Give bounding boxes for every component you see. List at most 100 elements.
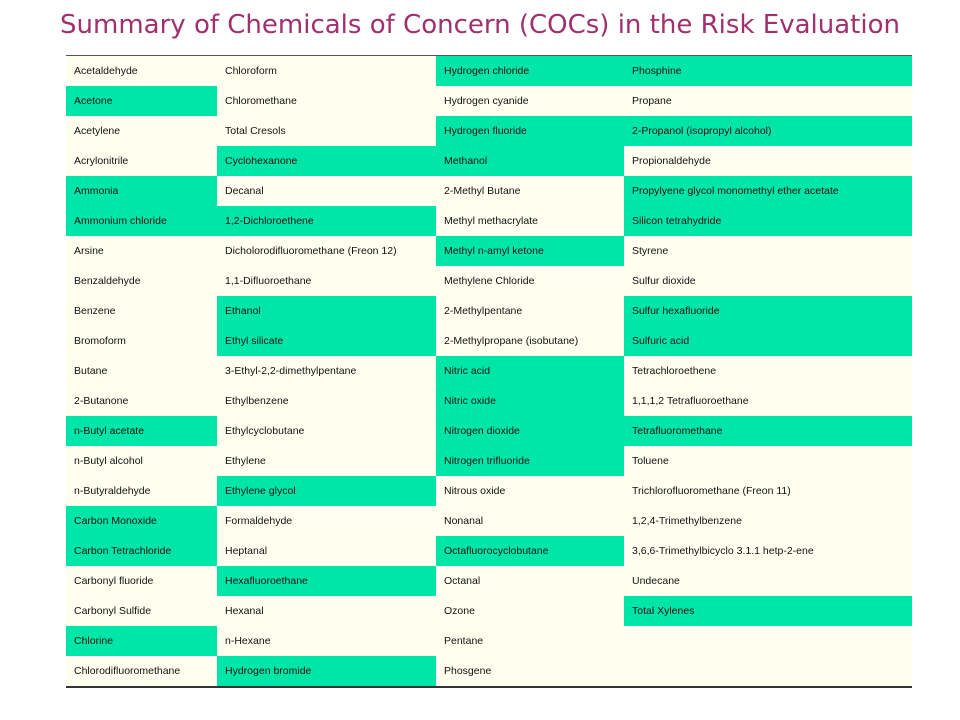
chemical-cell: Chloromethane [217, 86, 436, 116]
chemical-cell: Chloroform [217, 55, 436, 86]
chemical-cell: 2-Methylpentane [436, 296, 624, 326]
chemical-cell: Nonanal [436, 506, 624, 536]
table-row: Benzaldehyde 1,1-Difluoroethane Methylene … [66, 266, 912, 296]
chemical-cell: Decanal [217, 176, 436, 206]
chemical-cell: Hexanal [217, 596, 436, 626]
chemical-cell: Octanal [436, 566, 624, 596]
chemical-cell: Ethyl silicate [217, 326, 436, 356]
table-row: Arsine Dicholorodifluoromethane (Freon 12… [66, 236, 912, 266]
chemical-cell: Ethylene glycol [217, 476, 436, 506]
table-row: Benzene Ethanol 2-Methylpentane Sulfur hexa… [66, 296, 912, 326]
chemical-cell: Silicon tetrahydride [624, 206, 912, 236]
chemical-cell: Phosphine [624, 55, 912, 86]
chemical-cell: Hydrogen fluoride [436, 116, 624, 146]
table-row: Bromoform Ethyl silicate 2-Methylpropane (… [66, 326, 912, 356]
chemical-cell: Cyclohexanone [217, 146, 436, 176]
chemical-cell: Sulfuric acid [624, 326, 912, 356]
chemical-cell: Methanol [436, 146, 624, 176]
chemical-cell: Hydrogen bromide [217, 656, 436, 687]
chemical-cell: 2-Methyl Butane [436, 176, 624, 206]
chemical-cell: Formaldehyde [217, 506, 436, 536]
table-row: Carbonyl fluoride Hexafluoroethane Octanal… [66, 566, 912, 596]
chemical-cell: Methyl n-amyl ketone [436, 236, 624, 266]
table-row: Ammonium chloride 1,2-Dichloroethene Methy… [66, 206, 912, 236]
chemical-cell: Undecane [624, 566, 912, 596]
chemical-cell: Pentane [436, 626, 624, 656]
chemical-cell [624, 626, 912, 656]
chemical-cell: 3-Ethyl-2,2-dimethylpentane [217, 356, 436, 386]
chemical-cell: Carbonyl Sulfide [66, 596, 217, 626]
chemical-cell: Arsine [66, 236, 217, 266]
chemical-cell: Tetrachloroethene [624, 356, 912, 386]
chemical-cell: Propane [624, 86, 912, 116]
chemical-cell: Nitrogen trifluoride [436, 446, 624, 476]
chemical-cell: 2-Butanone [66, 386, 217, 416]
chemical-cell: Butane [66, 356, 217, 386]
chemical-cell: Bromoform [66, 326, 217, 356]
table-row: Acetylene Total Cresols Hydrogen fluoride 2… [66, 116, 912, 146]
chemical-cell: n-Butyraldehyde [66, 476, 217, 506]
table-row: Acetone Chloromethane Hydrogen cyanide Prop… [66, 86, 912, 116]
chemical-cell: 1,1-Difluoroethane [217, 266, 436, 296]
chemical-cell: Chlorine [66, 626, 217, 656]
table-row: Carbonyl Sulfide Hexanal Ozone Total Xylene… [66, 596, 912, 626]
chemical-cell: Hydrogen cyanide [436, 86, 624, 116]
chemical-cell: Tetrafluoromethane [624, 416, 912, 446]
table-row: Butane 3-Ethyl-2,2-dimethylpentane Nitric … [66, 356, 912, 386]
chemicals-table: Acetaldehyde Chloroform Hydrogen chloride P… [66, 55, 912, 688]
chemical-cell: Total Xylenes [624, 596, 912, 626]
chemical-cell: Ethanol [217, 296, 436, 326]
chemical-cell: Nitrous oxide [436, 476, 624, 506]
table-row: Carbon Tetrachloride Heptanal Octafluorocy… [66, 536, 912, 566]
chemical-cell: Propionaldehyde [624, 146, 912, 176]
chemical-cell: Carbonyl fluoride [66, 566, 217, 596]
chemical-cell: Propylyene glycol monomethyl ether aceta… [624, 176, 912, 206]
chemical-cell: n-Butyl alcohol [66, 446, 217, 476]
chemical-cell: Benzene [66, 296, 217, 326]
chemical-cell: Chlorodifluoromethane [66, 656, 217, 687]
chemical-cell: Carbon Monoxide [66, 506, 217, 536]
chemical-cell: Sulfur hexafluoride [624, 296, 912, 326]
chemical-cell [624, 656, 912, 687]
chemical-cell: Benzaldehyde [66, 266, 217, 296]
chemical-cell: Dicholorodifluoromethane (Freon 12) [217, 236, 436, 266]
chemical-cell: Hexafluoroethane [217, 566, 436, 596]
chemical-cell: n-Butyl acetate [66, 416, 217, 446]
page-title: Summary of Chemicals of Concern (COCs) i… [60, 10, 900, 40]
chemical-cell: 1,2-Dichloroethene [217, 206, 436, 236]
table-row: Acrylonitrile Cyclohexanone Methanol Propio… [66, 146, 912, 176]
table-row: n-Butyl acetate Ethylcyclobutane Nitrogen … [66, 416, 912, 446]
chemical-cell: Styrene [624, 236, 912, 266]
chemical-cell: Nitric acid [436, 356, 624, 386]
chemical-cell: Acetone [66, 86, 217, 116]
chemical-cell: Carbon Tetrachloride [66, 536, 217, 566]
table-row: n-Butyraldehyde Ethylene glycol Nitrous ox… [66, 476, 912, 506]
chemical-cell: n-Hexane [217, 626, 436, 656]
chemical-cell: Ethylene [217, 446, 436, 476]
table-row: Ammonia Decanal 2-Methyl Butane Propylyene … [66, 176, 912, 206]
chemicals-table-body: Acetaldehyde Chloroform Hydrogen chloride P… [66, 55, 912, 687]
chemical-cell: Ammonia [66, 176, 217, 206]
chemical-cell: Ozone [436, 596, 624, 626]
table-row: Chlorine n-Hexane Pentane [66, 626, 912, 656]
chemical-cell: Ammonium chloride [66, 206, 217, 236]
table-row: Chlorodifluoromethane Hydrogen bromide Pho… [66, 656, 912, 687]
chemical-cell: Acrylonitrile [66, 146, 217, 176]
chemical-cell: Heptanal [217, 536, 436, 566]
table-row: Acetaldehyde Chloroform Hydrogen chloride P… [66, 55, 912, 86]
chemical-cell: Phosgene [436, 656, 624, 687]
chemical-cell: Acetylene [66, 116, 217, 146]
chemical-cell: Octafluorocyclobutane [436, 536, 624, 566]
chemical-cell: Methyl methacrylate [436, 206, 624, 236]
chemical-cell: 2-Methylpropane (isobutane) [436, 326, 624, 356]
chemical-cell: Trichlorofluoromethane (Freon 11) [624, 476, 912, 506]
chemical-cell: 2-Propanol (isopropyl alcohol) [624, 116, 912, 146]
chemical-cell: 1,2,4-Trimethylbenzene [624, 506, 912, 536]
chemical-cell: Hydrogen chloride [436, 55, 624, 86]
chemical-cell: Sulfur dioxide [624, 266, 912, 296]
chemical-cell: Ethylbenzene [217, 386, 436, 416]
chemical-cell: Total Cresols [217, 116, 436, 146]
chemical-cell: Acetaldehyde [66, 55, 217, 86]
chemical-cell: Methylene Chloride [436, 266, 624, 296]
table-row: n-Butyl alcohol Ethylene Nitrogen trifluor… [66, 446, 912, 476]
